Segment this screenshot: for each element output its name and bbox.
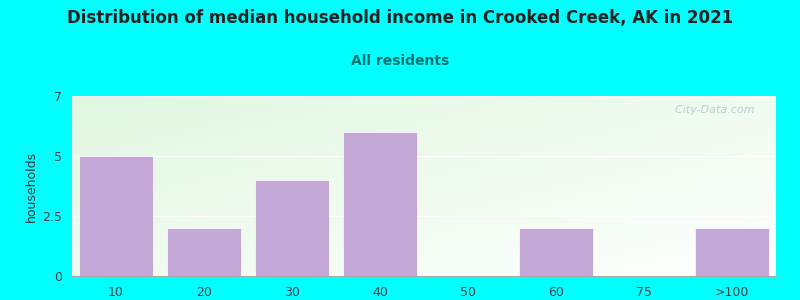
- Bar: [78, 156, 154, 276]
- Bar: [518, 228, 594, 276]
- Y-axis label: households: households: [26, 150, 38, 222]
- Bar: [166, 228, 242, 276]
- Text: City-Data.com: City-Data.com: [668, 105, 755, 115]
- Bar: [694, 228, 770, 276]
- Text: All residents: All residents: [351, 54, 449, 68]
- Bar: [342, 132, 418, 276]
- Text: Distribution of median household income in Crooked Creek, AK in 2021: Distribution of median household income …: [67, 9, 733, 27]
- Bar: [254, 180, 330, 276]
